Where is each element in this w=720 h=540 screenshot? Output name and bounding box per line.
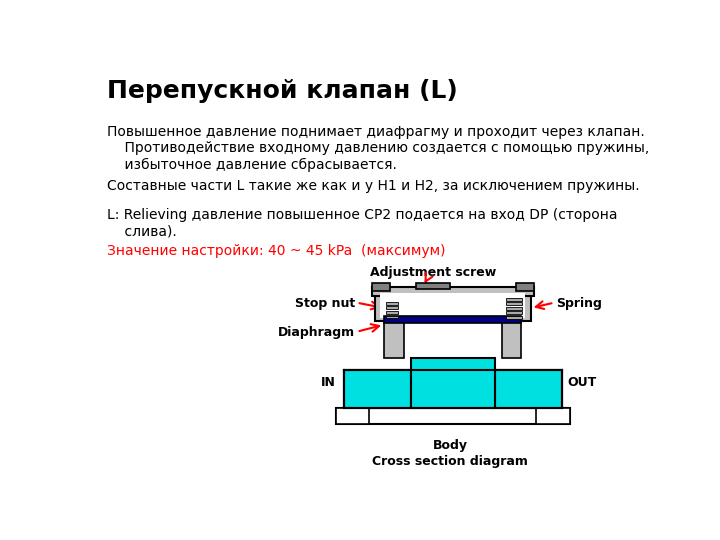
- Bar: [336, 408, 570, 424]
- Bar: [384, 316, 521, 322]
- Bar: [416, 283, 450, 289]
- Bar: [495, 370, 562, 408]
- Bar: [411, 358, 495, 408]
- Bar: [344, 370, 411, 408]
- Bar: [386, 311, 398, 314]
- Text: Spring: Spring: [556, 298, 602, 310]
- Bar: [411, 370, 495, 408]
- Text: Stop nut: Stop nut: [294, 298, 355, 310]
- Bar: [505, 316, 523, 319]
- Bar: [505, 307, 523, 310]
- Bar: [536, 408, 570, 424]
- Text: Составные части L такие же как и у H1 и H2, за исключением пружины.: Составные части L такие же как и у H1 и …: [107, 179, 639, 193]
- Bar: [505, 302, 523, 305]
- Text: IN: IN: [320, 376, 336, 389]
- Bar: [516, 283, 534, 292]
- Bar: [386, 302, 398, 305]
- Bar: [505, 312, 523, 314]
- Text: Adjustment screw: Adjustment screw: [370, 266, 496, 279]
- Text: Перепускной клапан (L): Перепускной клапан (L): [107, 79, 457, 103]
- Text: Cross section diagram: Cross section diagram: [372, 455, 528, 468]
- Bar: [386, 315, 398, 319]
- Bar: [374, 292, 531, 321]
- Text: Значение настройки: 40 ~ 45 kPa  (максимум): Значение настройки: 40 ~ 45 kPa (максиму…: [107, 244, 445, 258]
- Bar: [336, 408, 369, 424]
- Text: L: Relieving давление повышенное CP2 подается на вход DP (сторона
    слива).: L: Relieving давление повышенное CP2 под…: [107, 208, 617, 239]
- Bar: [505, 298, 523, 301]
- Bar: [372, 287, 534, 295]
- Bar: [372, 283, 390, 292]
- Text: Body: Body: [433, 439, 467, 452]
- Text: OUT: OUT: [567, 376, 596, 389]
- Bar: [380, 293, 526, 319]
- Bar: [502, 314, 521, 358]
- Bar: [344, 370, 562, 408]
- Bar: [384, 314, 404, 358]
- Text: Повышенное давление поднимает диафрагму и проходит через клапан.
    Противодейс: Повышенное давление поднимает диафрагму …: [107, 125, 649, 172]
- Text: Diaphragm: Diaphragm: [278, 327, 355, 340]
- Bar: [386, 306, 398, 309]
